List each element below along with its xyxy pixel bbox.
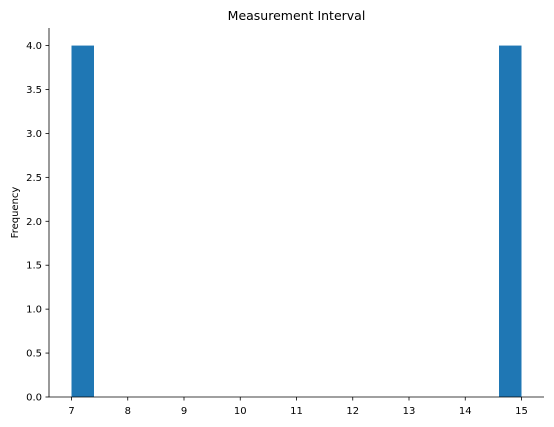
- y-tick-label-3: 1.5: [26, 261, 42, 272]
- x-axis-ticks: 7 8 9 10 11 12 13 14 15: [68, 397, 528, 417]
- y-axis-title: Frequency: [10, 187, 21, 239]
- x-tick-label-7: 14: [459, 406, 472, 417]
- y-tick-label-8: 4.0: [26, 41, 42, 52]
- y-tick-label-0: 0.0: [26, 393, 42, 404]
- x-tick-label-2: 9: [181, 406, 187, 417]
- x-tick-label-6: 13: [403, 406, 416, 417]
- y-tick-label-2: 1.0: [26, 305, 42, 316]
- y-axis-ticks: 0.0 0.5 1.0 1.5 2.0 2.5 3.0 3.5 4.0: [26, 41, 49, 404]
- x-tick-label-4: 11: [290, 406, 303, 417]
- y-tick-label-6: 3.0: [26, 129, 42, 140]
- y-tick-label-4: 2.0: [26, 217, 42, 228]
- y-tick-label-5: 2.5: [26, 173, 42, 184]
- histogram-bar-0: [71, 45, 94, 397]
- y-tick-label-7: 3.5: [26, 85, 42, 96]
- x-tick-label-8: 15: [515, 406, 528, 417]
- chart-title: Measurement Interval: [228, 8, 366, 23]
- x-tick-label-3: 10: [234, 406, 247, 417]
- bars-group: [71, 45, 522, 397]
- y-tick-label-1: 0.5: [26, 349, 42, 360]
- x-tick-label-0: 7: [68, 406, 74, 417]
- x-tick-label-5: 12: [346, 406, 359, 417]
- x-tick-label-1: 8: [125, 406, 131, 417]
- histogram-bar-1: [499, 45, 522, 397]
